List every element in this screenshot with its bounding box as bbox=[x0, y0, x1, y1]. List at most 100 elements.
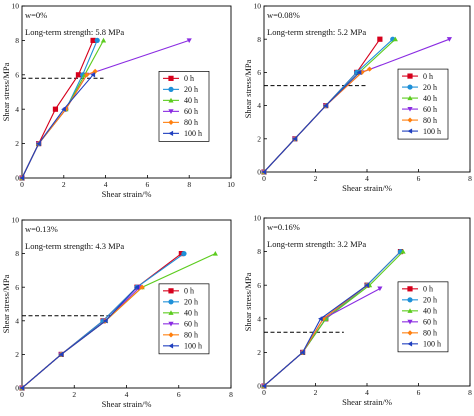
legend-marker bbox=[168, 97, 174, 103]
y-tick-label: 2 bbox=[257, 134, 261, 143]
data-point bbox=[212, 251, 218, 256]
legend: 0 h 20 h 40 h 60 h 80 h 100 h bbox=[158, 71, 210, 142]
chart-panel-2: 0 2 4 6 8 0 2 4 6 8 10 Shear strain/% Shear stress/M… bbox=[243, 2, 472, 193]
long-term-strength-label: Long-term strength: 5.2 MPa bbox=[267, 27, 366, 37]
y-axis-title: Shear stress/MPa bbox=[243, 272, 253, 331]
data-point bbox=[356, 69, 362, 75]
data-point bbox=[92, 68, 98, 74]
series-line bbox=[21, 74, 94, 179]
data-point bbox=[292, 136, 297, 142]
chart-panel-4: 0 2 4 6 8 0 2 4 6 8 10 Shear strain/% Shear stress/M… bbox=[243, 214, 472, 407]
chart-panel-1: 0 2 4 6 8 10 0 2 4 6 8 10 Shear strain/% Shear stress… bbox=[1, 2, 235, 199]
y-axis-title: Shear stress/MPa bbox=[243, 59, 253, 118]
series-line bbox=[263, 284, 368, 387]
y-tick-label: 6 bbox=[15, 283, 19, 292]
x-tick-label: 2 bbox=[314, 174, 318, 183]
legend-marker bbox=[168, 321, 174, 327]
series-line bbox=[21, 40, 98, 179]
legend-marker bbox=[168, 299, 174, 305]
series-0h bbox=[261, 36, 383, 175]
series-80h bbox=[261, 66, 373, 175]
series-line bbox=[263, 284, 368, 387]
series-80h bbox=[19, 68, 98, 181]
legend-label: 100 h bbox=[184, 342, 202, 351]
legend-label: 20 h bbox=[423, 83, 437, 92]
water-content-label: w=0.16% bbox=[267, 222, 300, 232]
legend-label: 20 h bbox=[423, 296, 437, 305]
x-tick-label: 6 bbox=[177, 390, 181, 399]
legend-label: 0 h bbox=[423, 72, 433, 81]
y-tick-label: 10 bbox=[12, 2, 20, 11]
long-term-strength-label: Long-term strength: 3.2 MPa bbox=[267, 239, 366, 249]
legend-label: 100 h bbox=[423, 340, 441, 349]
legend-marker bbox=[407, 84, 413, 90]
legend-marker bbox=[168, 343, 174, 349]
legend-label: 80 h bbox=[423, 116, 437, 125]
series-line bbox=[263, 38, 381, 173]
data-point bbox=[364, 282, 370, 288]
y-tick-label: 2 bbox=[15, 139, 19, 148]
legend-marker bbox=[168, 332, 174, 338]
y-tick-label: 8 bbox=[15, 36, 19, 45]
water-content-label: w=0.13% bbox=[25, 224, 58, 234]
series-100h bbox=[19, 72, 96, 181]
data-point bbox=[52, 106, 59, 112]
y-axis-title: Shear stress/MPa bbox=[1, 62, 11, 121]
series-line bbox=[21, 286, 138, 389]
x-tick-label: 8 bbox=[187, 180, 191, 189]
data-point bbox=[90, 37, 96, 43]
legend-marker bbox=[168, 119, 174, 125]
y-tick-label: 4 bbox=[15, 316, 19, 325]
data-point bbox=[75, 72, 82, 78]
legend: 0 h 20 h 40 h 60 h 80 h 100 h bbox=[397, 68, 449, 140]
y-tick-label: 10 bbox=[12, 216, 20, 225]
data-point bbox=[19, 175, 25, 181]
series-line bbox=[263, 251, 401, 387]
data-point bbox=[377, 36, 383, 42]
x-tick-label: 2 bbox=[62, 180, 66, 189]
legend-box bbox=[397, 281, 449, 353]
y-tick-label: 0 bbox=[15, 174, 19, 183]
data-point bbox=[178, 251, 184, 257]
y-tick-label: 8 bbox=[257, 247, 261, 256]
x-tick-label: 2 bbox=[314, 388, 318, 397]
legend-box bbox=[397, 68, 449, 140]
x-tick-label: 0 bbox=[20, 390, 24, 399]
x-tick-label: 8 bbox=[468, 174, 472, 183]
data-point bbox=[323, 103, 328, 109]
legend-box bbox=[158, 71, 210, 142]
x-tick-label: 8 bbox=[468, 388, 472, 397]
series-line bbox=[263, 38, 396, 173]
series-40h bbox=[261, 249, 406, 389]
legend-marker bbox=[168, 130, 174, 136]
legend-label: 40 h bbox=[184, 309, 198, 318]
x-tick-label: 0 bbox=[262, 174, 266, 183]
data-point bbox=[90, 72, 96, 78]
legend: 0 h 20 h 40 h 60 h 80 h 100 h bbox=[158, 283, 210, 355]
data-point bbox=[392, 36, 398, 42]
y-tick-label: 8 bbox=[15, 249, 19, 258]
legend-label: 0 h bbox=[184, 74, 194, 83]
data-point bbox=[19, 385, 25, 391]
y-tick-label: 6 bbox=[257, 68, 261, 77]
x-tick-label: 4 bbox=[125, 390, 129, 399]
x-tick-label: 4 bbox=[104, 180, 108, 189]
water-content-label: w=0.08% bbox=[267, 10, 300, 20]
x-axis-title: Shear strain/% bbox=[342, 397, 392, 407]
y-axis-title: Shear stress/MPa bbox=[1, 274, 11, 333]
y-tick-label: 6 bbox=[257, 281, 261, 290]
legend-label: 80 h bbox=[184, 118, 198, 127]
legend-marker bbox=[168, 288, 174, 294]
series-line bbox=[263, 68, 370, 173]
chart-panel-3: 0 2 4 6 8 0 2 4 6 8 10 Shear strain/% Shear stress/M… bbox=[1, 216, 233, 409]
legend-marker bbox=[407, 297, 413, 303]
legend-marker bbox=[407, 95, 413, 101]
legend-marker bbox=[168, 109, 174, 114]
legend-box bbox=[158, 283, 210, 355]
series-line bbox=[263, 72, 360, 173]
x-tick-label: 4 bbox=[365, 174, 369, 183]
y-tick-label: 4 bbox=[257, 101, 261, 110]
legend-marker bbox=[407, 330, 413, 336]
legend-label: 60 h bbox=[423, 318, 437, 327]
